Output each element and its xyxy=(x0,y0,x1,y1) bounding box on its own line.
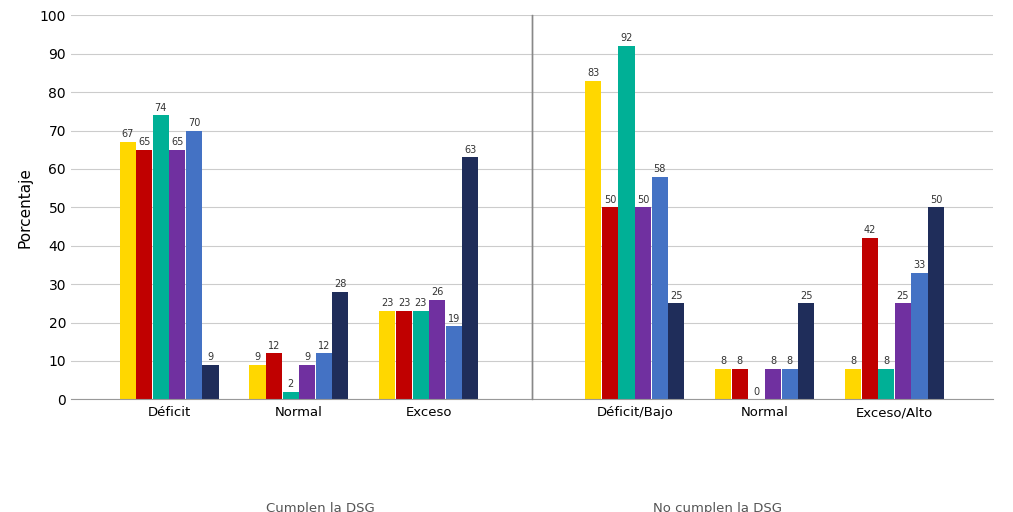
Text: 50: 50 xyxy=(604,195,616,205)
Bar xyxy=(316,353,332,399)
Bar xyxy=(446,327,462,399)
Text: 92: 92 xyxy=(620,33,633,44)
Text: 8: 8 xyxy=(786,356,792,366)
Text: 9: 9 xyxy=(254,352,260,362)
Text: 8: 8 xyxy=(883,356,889,366)
Text: 8: 8 xyxy=(736,356,743,366)
Bar xyxy=(602,207,618,399)
Bar xyxy=(203,365,219,399)
Bar xyxy=(379,311,395,399)
Text: 25: 25 xyxy=(800,291,812,301)
Text: 25: 25 xyxy=(897,291,909,301)
Bar xyxy=(651,177,668,399)
Bar xyxy=(283,392,299,399)
Bar xyxy=(635,207,651,399)
Bar xyxy=(845,369,861,399)
Text: 8: 8 xyxy=(770,356,776,366)
Text: 0: 0 xyxy=(754,387,760,397)
Bar xyxy=(928,207,944,399)
Text: 58: 58 xyxy=(653,164,666,174)
Bar xyxy=(249,365,265,399)
Bar xyxy=(798,303,814,399)
Bar xyxy=(782,369,797,399)
Bar xyxy=(862,238,878,399)
Text: 12: 12 xyxy=(267,340,281,351)
Text: 8: 8 xyxy=(720,356,726,366)
Bar xyxy=(669,303,685,399)
Bar xyxy=(619,46,634,399)
Text: 63: 63 xyxy=(464,145,476,155)
Bar xyxy=(153,115,169,399)
Text: 74: 74 xyxy=(155,102,167,113)
Bar xyxy=(586,81,602,399)
Text: 28: 28 xyxy=(334,279,346,289)
Text: 25: 25 xyxy=(670,291,683,301)
Bar xyxy=(396,311,412,399)
Text: 8: 8 xyxy=(850,356,856,366)
Text: 65: 65 xyxy=(171,137,183,147)
Bar xyxy=(266,353,282,399)
Bar xyxy=(299,365,315,399)
Bar xyxy=(765,369,781,399)
Text: 50: 50 xyxy=(930,195,942,205)
Text: 23: 23 xyxy=(381,298,394,308)
Bar xyxy=(169,150,185,399)
Text: 50: 50 xyxy=(637,195,649,205)
Bar xyxy=(185,131,202,399)
Text: 33: 33 xyxy=(914,260,926,270)
Bar xyxy=(894,303,911,399)
Text: 9: 9 xyxy=(208,352,214,362)
Text: 26: 26 xyxy=(431,287,444,297)
Bar xyxy=(332,292,348,399)
Text: 67: 67 xyxy=(122,130,134,139)
Text: Cumplen la DSG: Cumplen la DSG xyxy=(266,502,375,512)
Bar xyxy=(136,150,152,399)
Bar xyxy=(715,369,731,399)
Text: 65: 65 xyxy=(138,137,150,147)
Text: 23: 23 xyxy=(398,298,410,308)
Bar xyxy=(462,158,478,399)
Text: 9: 9 xyxy=(304,352,310,362)
Bar xyxy=(120,142,136,399)
Bar xyxy=(878,369,894,399)
Bar xyxy=(731,369,748,399)
Bar xyxy=(412,311,428,399)
Text: 70: 70 xyxy=(187,118,201,128)
Text: 42: 42 xyxy=(863,225,876,236)
Y-axis label: Porcentaje: Porcentaje xyxy=(18,167,32,248)
Text: 12: 12 xyxy=(318,340,330,351)
Text: 2: 2 xyxy=(288,379,294,389)
Bar xyxy=(430,300,445,399)
Text: 83: 83 xyxy=(588,68,600,78)
Text: 19: 19 xyxy=(448,314,460,324)
Text: 23: 23 xyxy=(414,298,426,308)
Text: No cumplen la DSG: No cumplen la DSG xyxy=(653,502,782,512)
Bar xyxy=(912,272,928,399)
